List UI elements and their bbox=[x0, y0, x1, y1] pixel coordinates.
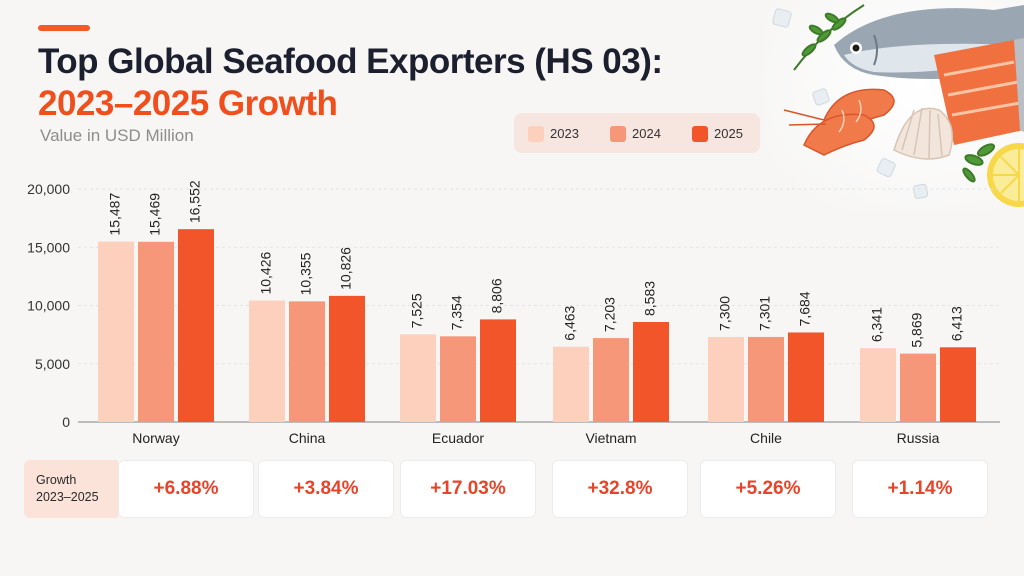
chart-title-line-1: Top Global Seafood Exporters (HS 03): bbox=[38, 42, 663, 81]
seafood-illustration bbox=[764, 0, 1024, 210]
bar-chile-2023 bbox=[708, 336, 744, 422]
data-label: 6,463 bbox=[562, 305, 578, 340]
data-label: 15,469 bbox=[147, 193, 163, 236]
legend-swatch-2023 bbox=[528, 125, 544, 142]
data-label: 7,354 bbox=[449, 295, 465, 330]
data-label: 7,300 bbox=[717, 296, 733, 331]
data-label: 7,203 bbox=[602, 297, 618, 332]
legend-item-2024: 2024 bbox=[610, 125, 661, 142]
x-tick-label: China bbox=[289, 430, 326, 446]
data-label: 6,413 bbox=[949, 306, 965, 341]
legend-label-2025: 2025 bbox=[714, 126, 743, 142]
bar-russia-2025 bbox=[940, 347, 976, 422]
y-tick-label: 0 bbox=[62, 414, 70, 430]
title-accent-bar bbox=[38, 25, 90, 31]
growth-row: Growth 2023–2025 +6.88% +3.84% +17.03% +… bbox=[24, 460, 1004, 520]
bar-ecuador-2024 bbox=[440, 336, 476, 422]
data-label: 7,684 bbox=[797, 291, 813, 326]
x-tick-label: Chile bbox=[750, 430, 782, 446]
bar-russia-2024 bbox=[900, 353, 936, 422]
x-tick-label: Ecuador bbox=[432, 430, 484, 446]
growth-value-vietnam: +32.8% bbox=[552, 460, 688, 518]
bar-china-2023 bbox=[249, 300, 285, 422]
bar-norway-2023 bbox=[98, 241, 134, 422]
data-label: 10,426 bbox=[258, 252, 274, 295]
herb-icon bbox=[793, 4, 996, 183]
data-label: 8,583 bbox=[642, 281, 658, 316]
chart-subtitle: Value in USD Million bbox=[40, 126, 194, 145]
bar-norway-2024 bbox=[138, 241, 174, 422]
x-tick-label: Vietnam bbox=[585, 430, 636, 446]
growth-value-china: +3.84% bbox=[258, 460, 394, 518]
legend-item-2025: 2025 bbox=[692, 125, 743, 142]
growth-value-russia: +1.14% bbox=[852, 460, 988, 518]
legend-label-2024: 2024 bbox=[632, 126, 661, 142]
y-tick-label: 15,000 bbox=[27, 239, 70, 255]
salmon-icon bbox=[934, 38, 1024, 145]
data-label: 7,301 bbox=[757, 296, 773, 331]
y-tick-label: 5,000 bbox=[35, 356, 70, 372]
chart-title-line-2: 2023–2025 Growth bbox=[38, 84, 338, 123]
chart-legend: 2023 2024 2025 bbox=[514, 113, 760, 153]
data-label: 16,552 bbox=[187, 180, 203, 223]
bar-ecuador-2023 bbox=[400, 334, 436, 422]
shell-icon bbox=[893, 107, 954, 160]
shrimp-icon bbox=[783, 88, 895, 156]
legend-swatch-2025 bbox=[692, 125, 708, 142]
growth-label-line-1: Growth bbox=[36, 473, 77, 487]
bar-chile-2024 bbox=[748, 336, 784, 422]
bar-norway-2025 bbox=[178, 229, 214, 422]
bar-chart: 0 5,000 10,000 15,000 20,000 15,487 15,469 16,5… bbox=[27, 180, 1000, 446]
data-label: 8,806 bbox=[489, 278, 505, 313]
data-label: 5,869 bbox=[909, 312, 925, 347]
legend-swatch-2024 bbox=[610, 125, 626, 142]
data-label: 6,341 bbox=[869, 307, 885, 342]
growth-value-norway: +6.88% bbox=[118, 460, 254, 518]
bar-ecuador-2025 bbox=[480, 319, 516, 422]
lemon-icon bbox=[987, 143, 1024, 207]
x-tick-label: Norway bbox=[132, 430, 179, 446]
bar-china-2024 bbox=[289, 301, 325, 422]
x-tick-label: Russia bbox=[897, 430, 940, 446]
legend-item-2023: 2023 bbox=[528, 125, 579, 142]
bar-russia-2023 bbox=[860, 348, 896, 422]
growth-label-box: Growth 2023–2025 bbox=[24, 460, 118, 518]
y-tick-label: 20,000 bbox=[27, 181, 70, 197]
legend-label-2023: 2023 bbox=[550, 126, 579, 142]
growth-value-chile: +5.26% bbox=[700, 460, 836, 518]
data-label: 10,826 bbox=[338, 247, 354, 290]
bar-vietnam-2024 bbox=[593, 338, 629, 422]
bar-vietnam-2025 bbox=[633, 322, 669, 422]
bar-china-2025 bbox=[329, 295, 365, 422]
bar-vietnam-2023 bbox=[553, 346, 589, 422]
growth-label-line-2: 2023–2025 bbox=[36, 490, 99, 504]
y-tick-label: 10,000 bbox=[27, 298, 70, 314]
bar-chile-2025 bbox=[788, 332, 824, 422]
growth-label: Growth 2023–2025 bbox=[36, 472, 99, 506]
data-label: 7,525 bbox=[409, 293, 425, 328]
data-label: 15,487 bbox=[107, 193, 123, 236]
growth-value-ecuador: +17.03% bbox=[400, 460, 536, 518]
data-label: 10,355 bbox=[298, 252, 314, 295]
